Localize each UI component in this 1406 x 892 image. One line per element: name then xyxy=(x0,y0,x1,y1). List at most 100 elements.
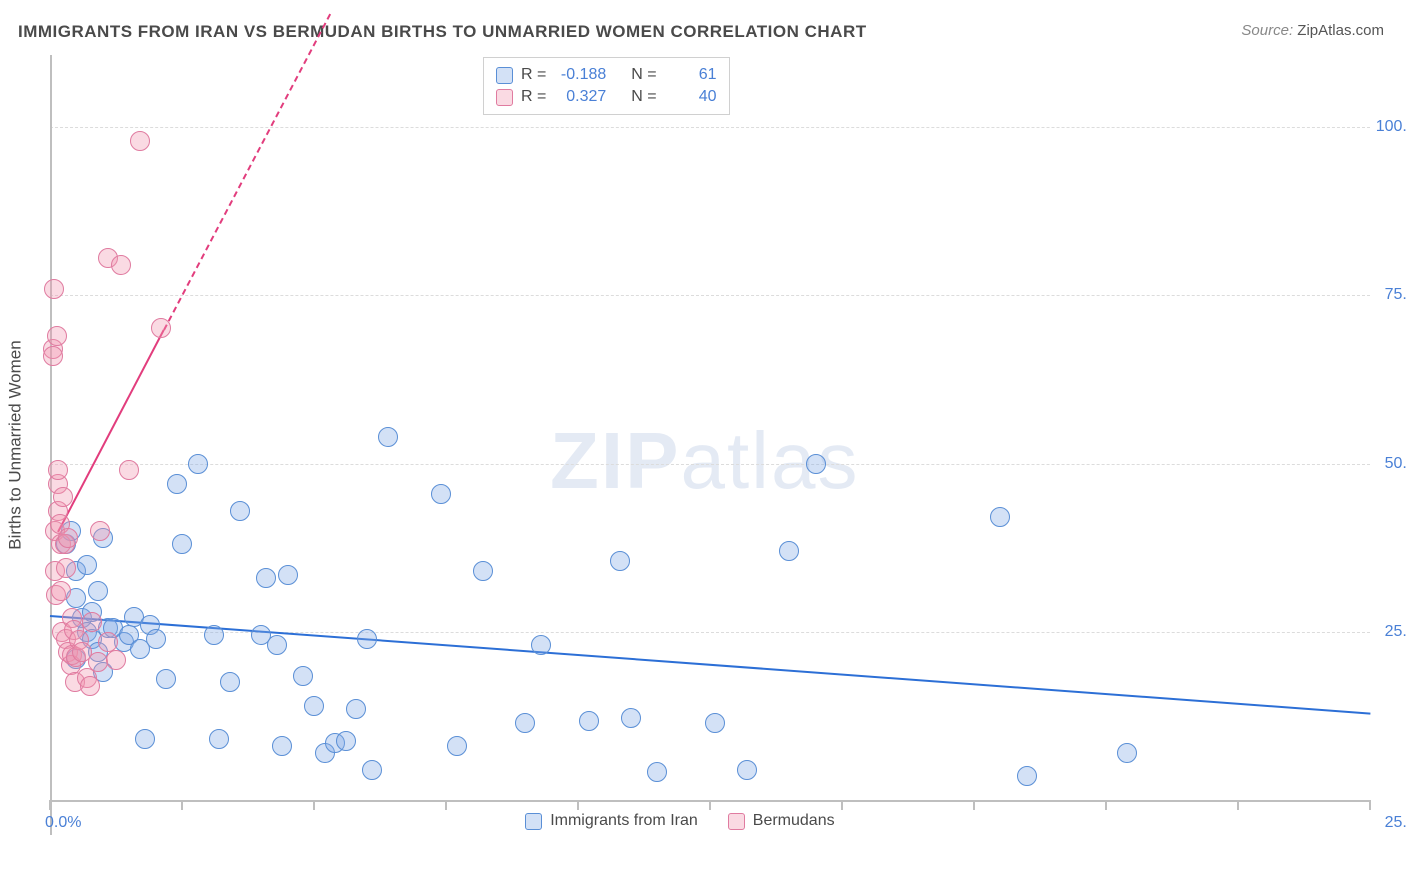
data-point-iran xyxy=(146,629,166,649)
legend-swatch xyxy=(525,813,542,830)
correlation-legend: R =-0.188 N =61R =0.327 N =40 xyxy=(483,57,730,115)
scatter-plot: ZIPatlas 25.0%50.0%75.0%100.0%0.0%25.0%R… xyxy=(50,55,1370,835)
x-tick xyxy=(1105,800,1107,810)
chart-title: IMMIGRANTS FROM IRAN VS BERMUDAN BIRTHS … xyxy=(18,22,867,42)
legend-item: Bermudans xyxy=(728,812,835,830)
legend-label: Bermudans xyxy=(753,812,835,830)
data-point-berm xyxy=(47,326,67,346)
data-point-berm xyxy=(130,131,150,151)
data-point-iran xyxy=(272,736,292,756)
data-point-berm xyxy=(90,521,110,541)
x-tick xyxy=(1369,800,1371,810)
data-point-iran xyxy=(267,635,287,655)
source-credit: Source: ZipAtlas.com xyxy=(1241,22,1384,39)
x-origin-label: 0.0% xyxy=(45,814,81,832)
data-point-iran xyxy=(188,454,208,474)
legend-row: R =-0.188 N =61 xyxy=(496,64,717,86)
data-point-iran xyxy=(515,713,535,733)
data-point-iran xyxy=(357,629,377,649)
x-max-label: 25.0% xyxy=(1385,814,1406,832)
data-point-berm xyxy=(106,650,126,670)
data-point-iran xyxy=(447,736,467,756)
data-point-iran xyxy=(473,561,493,581)
gridline xyxy=(50,632,1370,633)
data-point-berm xyxy=(58,528,78,548)
data-point-iran xyxy=(220,672,240,692)
y-tick-label: 25.0% xyxy=(1375,623,1406,641)
data-point-iran xyxy=(209,729,229,749)
data-point-iran xyxy=(346,699,366,719)
data-point-iran xyxy=(610,551,630,571)
gridline xyxy=(50,464,1370,465)
x-tick xyxy=(577,800,579,810)
data-point-iran xyxy=(278,565,298,585)
data-point-iran xyxy=(779,541,799,561)
data-point-iran xyxy=(293,666,313,686)
x-tick xyxy=(445,800,447,810)
gridline xyxy=(50,127,1370,128)
data-point-iran xyxy=(135,729,155,749)
data-point-iran xyxy=(77,555,97,575)
data-point-iran xyxy=(806,454,826,474)
data-point-iran xyxy=(1017,766,1037,786)
data-point-iran xyxy=(737,760,757,780)
data-point-berm xyxy=(43,346,63,366)
data-point-iran xyxy=(647,762,667,782)
data-point-berm xyxy=(51,581,71,601)
source-label: Source: xyxy=(1241,22,1293,39)
trend-line xyxy=(50,615,1370,715)
data-point-iran xyxy=(990,507,1010,527)
data-point-iran xyxy=(362,760,382,780)
x-tick xyxy=(973,800,975,810)
data-point-berm xyxy=(48,460,68,480)
data-point-berm xyxy=(111,255,131,275)
data-point-iran xyxy=(336,731,356,751)
source-value: ZipAtlas.com xyxy=(1297,22,1384,39)
y-tick-label: 100.0% xyxy=(1375,118,1406,136)
data-point-iran xyxy=(88,581,108,601)
trend-line xyxy=(57,330,164,533)
x-tick xyxy=(841,800,843,810)
data-point-berm xyxy=(82,612,102,632)
data-point-iran xyxy=(1117,743,1137,763)
data-point-berm xyxy=(53,487,73,507)
series-legend: Immigrants from Iran Bermudans xyxy=(525,812,834,830)
x-tick xyxy=(313,800,315,810)
data-point-iran xyxy=(204,625,224,645)
legend-label: Immigrants from Iran xyxy=(550,812,698,830)
data-point-iran xyxy=(378,427,398,447)
data-point-berm xyxy=(151,318,171,338)
data-point-iran xyxy=(256,568,276,588)
y-tick-label: 50.0% xyxy=(1375,455,1406,473)
y-axis xyxy=(50,55,52,835)
data-point-berm xyxy=(56,558,76,578)
data-point-berm xyxy=(80,676,100,696)
data-point-berm xyxy=(119,460,139,480)
data-point-berm xyxy=(88,652,108,672)
data-point-iran xyxy=(156,669,176,689)
data-point-iran xyxy=(172,534,192,554)
x-tick xyxy=(181,800,183,810)
data-point-berm xyxy=(44,279,64,299)
data-point-iran xyxy=(705,713,725,733)
data-point-iran xyxy=(230,501,250,521)
x-tick xyxy=(709,800,711,810)
x-tick xyxy=(49,800,51,810)
data-point-iran xyxy=(167,474,187,494)
legend-swatch xyxy=(496,67,513,84)
legend-swatch xyxy=(728,813,745,830)
data-point-iran xyxy=(431,484,451,504)
data-point-iran xyxy=(531,635,551,655)
y-tick-label: 75.0% xyxy=(1375,286,1406,304)
x-tick xyxy=(1237,800,1239,810)
gridline xyxy=(50,295,1370,296)
legend-swatch xyxy=(496,89,513,106)
data-point-iran xyxy=(579,711,599,731)
y-axis-label: Births to Unmarried Women xyxy=(2,55,30,835)
data-point-berm xyxy=(98,632,118,652)
legend-row: R =0.327 N =40 xyxy=(496,86,717,108)
trend-line xyxy=(163,13,331,330)
data-point-iran xyxy=(304,696,324,716)
legend-item: Immigrants from Iran xyxy=(525,812,698,830)
data-point-iran xyxy=(621,708,641,728)
